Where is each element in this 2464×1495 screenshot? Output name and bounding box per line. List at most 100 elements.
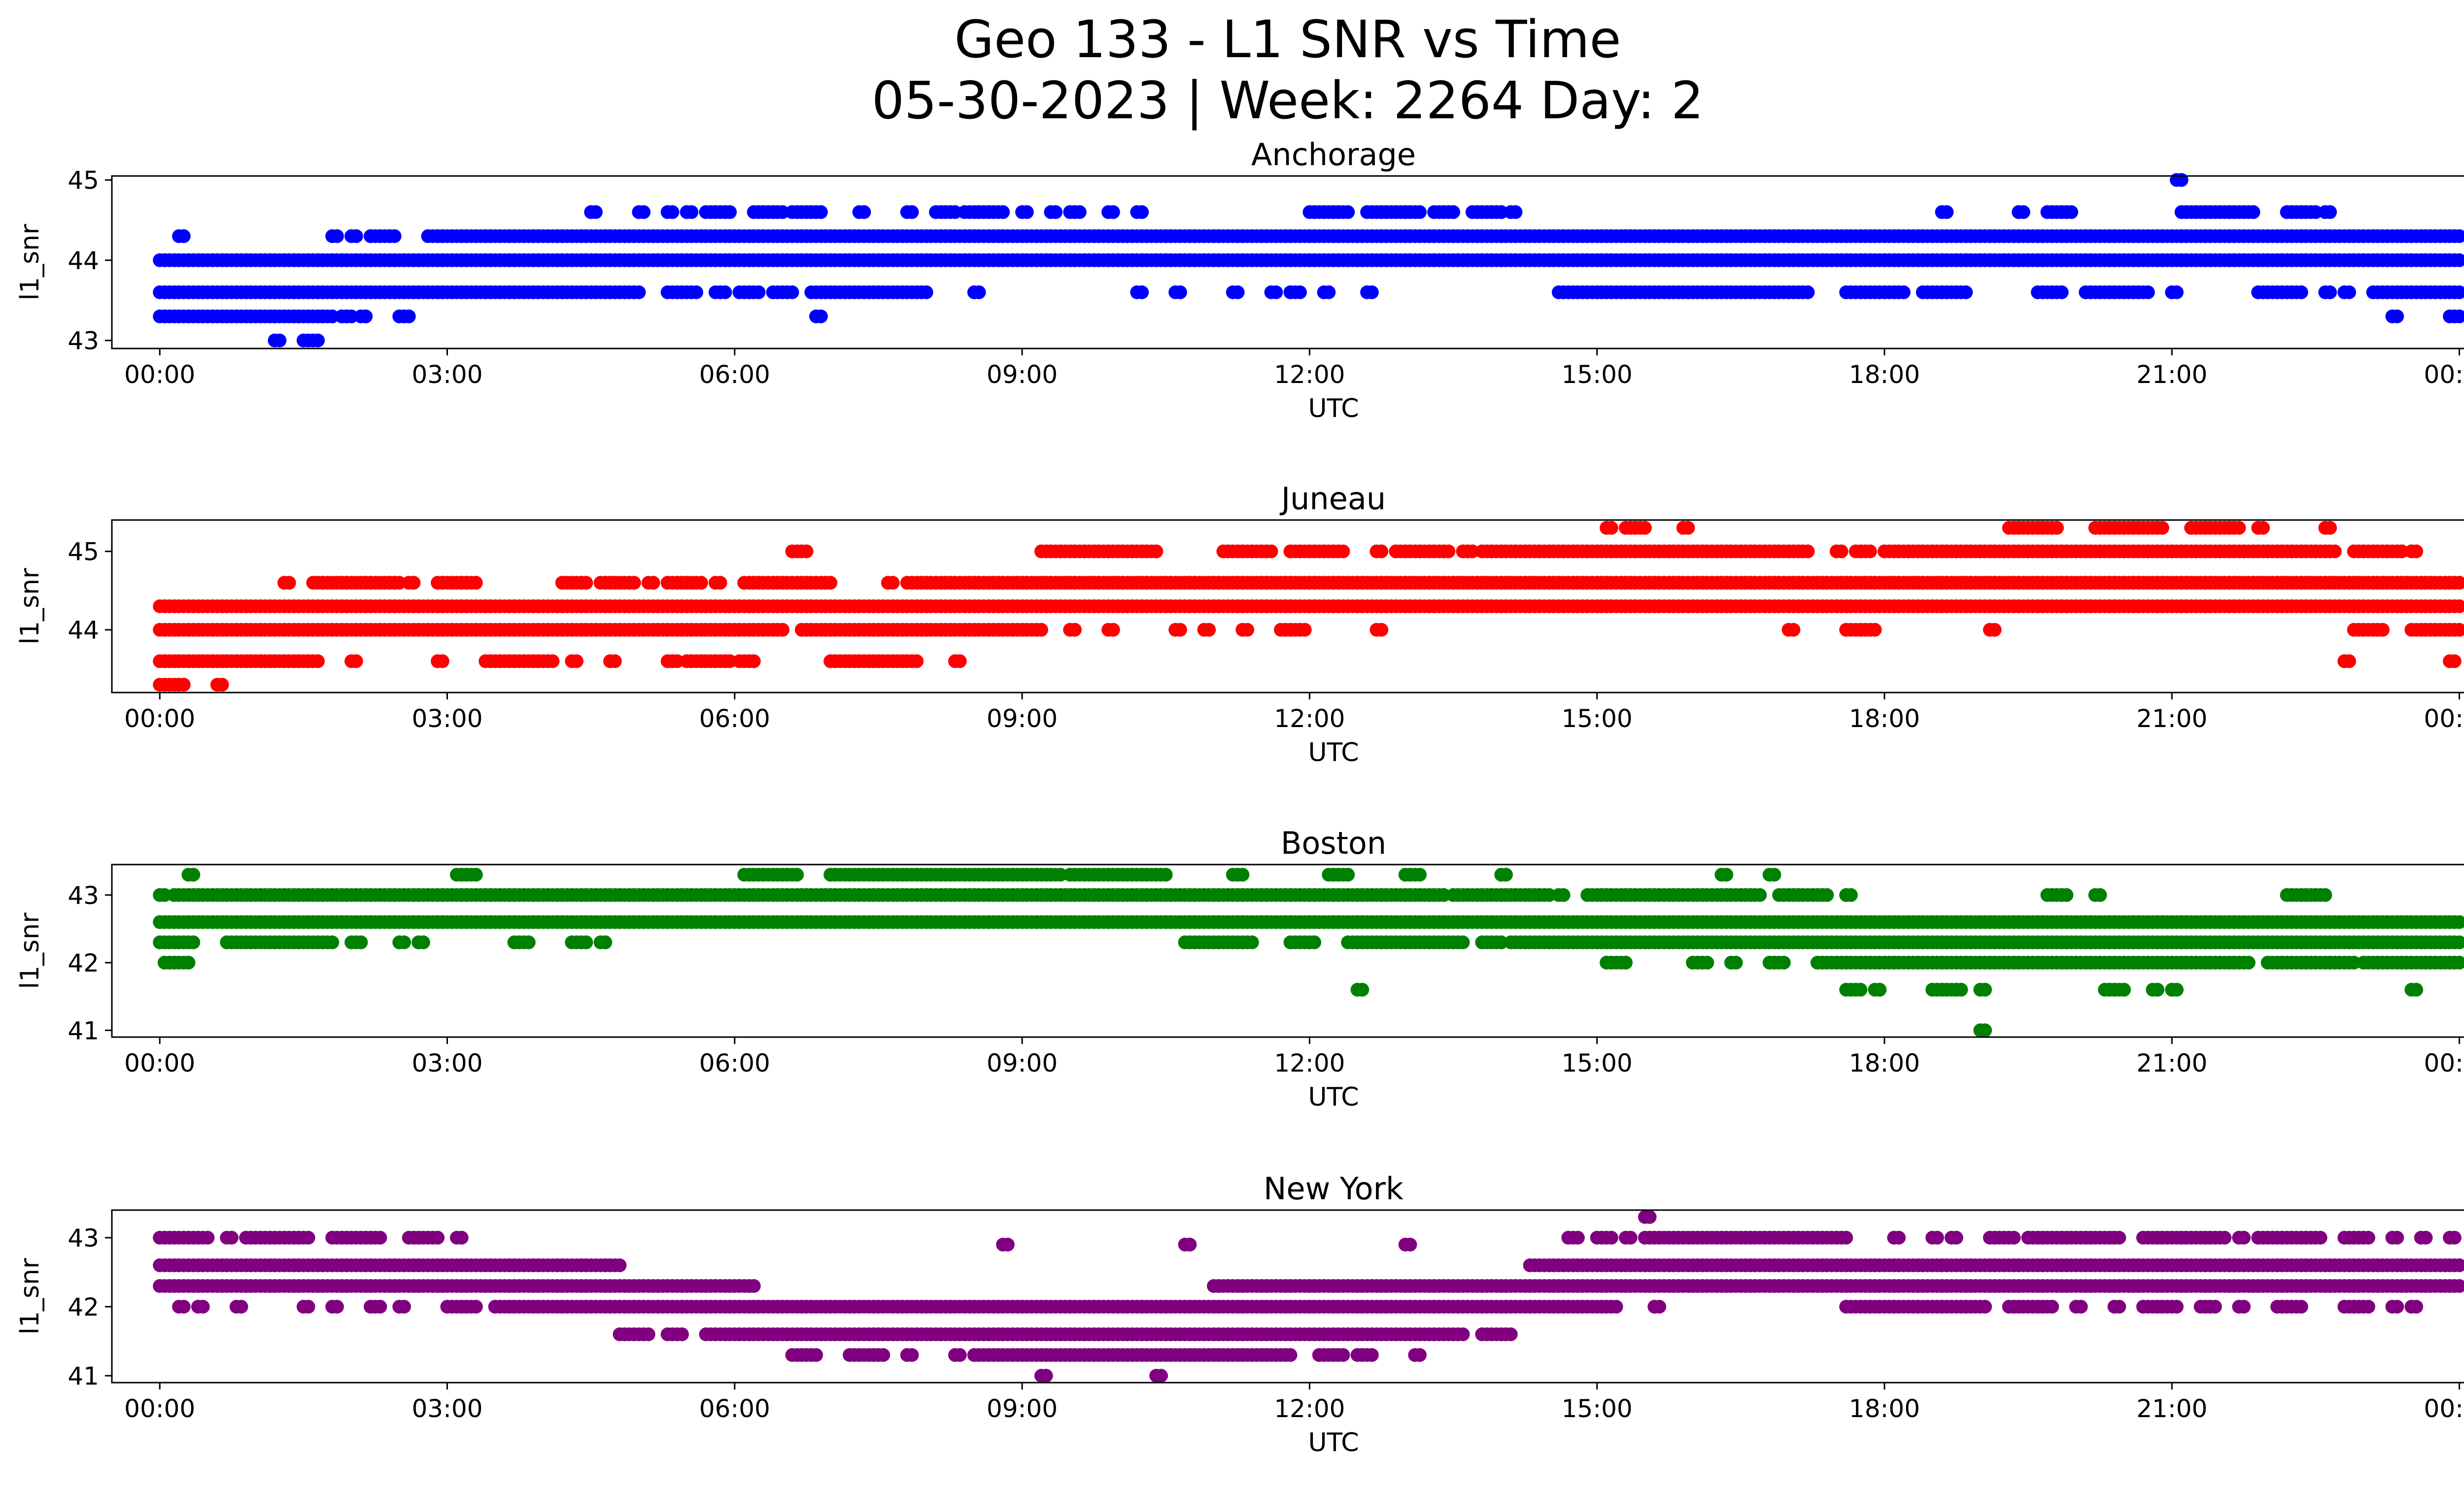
anchorage-title: Anchorage [1251,137,1416,173]
juneau-data-point [1638,521,1652,535]
anchorage-data-point [776,205,789,219]
boston-data-point [1719,868,1734,882]
juneau-data-point [1786,623,1801,637]
new-york-data-point [613,1258,627,1272]
anchorage-data-point [273,333,287,348]
juneau-data-point [349,654,363,668]
juneau-data-point [723,654,737,668]
anchorage-x-tick-label: 00:00 [2424,360,2464,389]
juneau-x-tick-label: 06:00 [699,704,770,733]
anchorage-data-point [2294,285,2308,299]
boston-data-point [1619,956,1633,970]
new-york-data-point [747,1279,761,1293]
boston-data-point [2059,888,2074,902]
anchorage-y-tick-label: 44 [68,246,99,275]
juneau-data-point [546,654,560,668]
juneau-y-tick-label: 45 [68,538,99,566]
anchorage-data-point [637,205,651,219]
anchorage-data-point [1413,205,1427,219]
anchorage-data-point [176,229,191,243]
juneau-data-point [1202,623,1216,637]
juneau-x-tick-label: 00:00 [124,704,195,733]
anchorage-x-tick-label: 18:00 [1849,360,1920,389]
anchorage-data-point [1020,205,1034,219]
juneau-data-point [282,576,296,590]
anchorage-data-point [2054,285,2069,299]
juneau-data-point [2452,623,2464,637]
boston-x-tick-label: 12:00 [1274,1049,1345,1078]
boston-y-tick-label: 43 [68,881,99,910]
juneau-data-point [1173,623,1187,637]
juneau-data-point [627,576,641,590]
anchorage-data-point [1959,285,1973,299]
juneau-data-point [953,654,967,668]
juneau-data-point [311,654,325,668]
anchorage-data-point [996,205,1010,219]
new-york-points [153,1210,2464,1383]
anchorage-data-point [2323,285,2337,299]
anchorage-data-point [588,205,603,219]
boston-x-tick-label: 00:00 [124,1049,195,1078]
juneau-data-point [176,678,191,692]
juneau-x-axis-label: UTC [1308,738,1359,767]
boston-data-point [2093,888,2107,902]
anchorage-data-point [2064,205,2079,219]
anchorage-data-point [689,285,703,299]
anchorage-data-point [814,205,828,219]
juneau-data-point [1336,544,1350,558]
boston-data-point [1700,956,1714,970]
anchorage-x-tick-label: 03:00 [411,360,482,389]
juneau-data-point [1681,521,1695,535]
anchorage-x-tick-label: 21:00 [2136,360,2207,389]
anchorage-data-point [1494,205,1508,219]
anchorage-data-point [814,309,828,323]
juneau-data-point [2447,654,2462,668]
juneau-data-point [2395,544,2409,558]
juneau-data-point [1298,623,1312,637]
juneau-x-tick-label: 12:00 [1274,704,1345,733]
boston-data-point [1978,1023,1992,1038]
juneau-points [153,521,2464,692]
juneau-data-point [1034,623,1048,637]
anchorage-data-point [684,205,699,219]
anchorage-data-point [2342,285,2356,299]
juneau-data-point [1106,623,1120,637]
juneau-x-tick-label: 09:00 [987,704,1058,733]
juneau-data-point [776,623,789,637]
boston-y-tick-label: 42 [68,949,99,977]
anchorage-data-point [1135,205,1149,219]
boston-data-point [2318,888,2332,902]
anchorage-data-point [2323,205,2337,219]
anchorage-data-point [1940,205,1954,219]
anchorage-x-tick-label: 12:00 [1274,360,1345,389]
juneau-data-point [2155,521,2169,535]
juneau-plot-frame [111,519,2464,694]
juneau-data-point [1374,544,1389,558]
juneau-data-point [2327,544,2342,558]
boston-data-point [1245,935,1259,949]
juneau-x-tick-label: 15:00 [1562,704,1633,733]
boston-data-point [2409,982,2424,997]
anchorage-data-point [857,205,871,219]
anchorage-data-point [718,285,732,299]
anchorage-x-tick-label: 15:00 [1562,360,1633,389]
anchorage-data-point [387,229,402,243]
juneau-data-point [392,576,407,590]
boston-data-point [1873,982,1887,997]
boston-x-axis-label: UTC [1308,1082,1359,1112]
anchorage-data-point [2452,309,2464,323]
figure-title-line-2: 05-30-2023 | Week: 2264 Day: 2 [871,70,1704,131]
boston-data-point [1307,935,1322,949]
anchorage-data-point [2141,285,2155,299]
juneau-data-point [579,576,593,590]
boston-data-point [2241,956,2256,970]
anchorage-data-point [723,205,737,219]
anchorage-data-point [972,285,986,299]
juneau-data-point [435,654,449,668]
anchorage-data-point [2452,229,2464,243]
boston-data-point [1235,868,1250,882]
anchorage-data-point [1341,205,1355,219]
boston-data-point [1341,868,1355,882]
